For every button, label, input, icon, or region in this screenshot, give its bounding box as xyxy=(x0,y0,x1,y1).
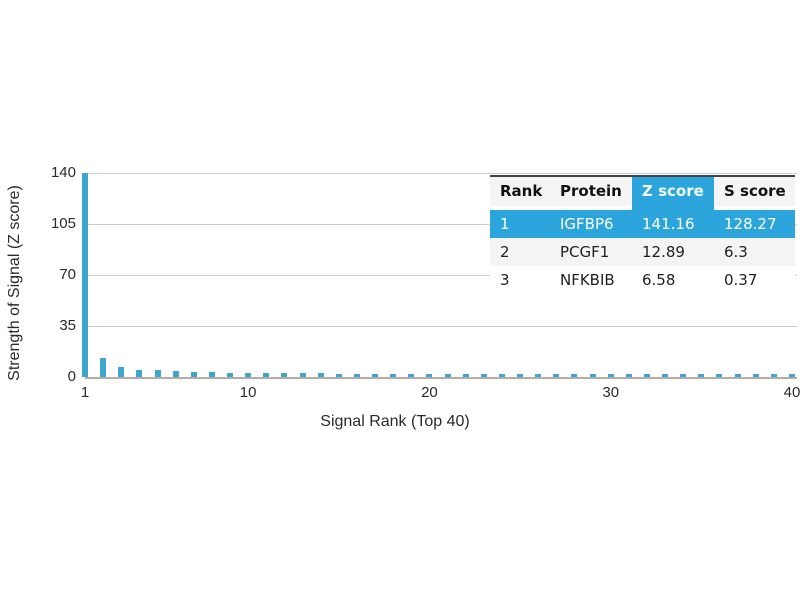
bar-rank-7 xyxy=(190,372,197,377)
bar-rank-13 xyxy=(299,373,306,377)
x-tick-label-10: 10 xyxy=(239,384,257,401)
y-tick-label-105: 105 xyxy=(50,215,76,232)
cell-rank-row-2: 2 xyxy=(500,243,510,261)
bar-rank-10 xyxy=(245,373,252,377)
bar-rank-36 xyxy=(716,374,723,377)
y-tick-label-0: 0 xyxy=(67,368,76,385)
bar-rank-18 xyxy=(390,374,397,377)
bar-rank-19 xyxy=(408,374,415,377)
y-tick-label-35: 35 xyxy=(59,317,76,334)
bar-rank-28 xyxy=(571,374,578,377)
bar-rank-31 xyxy=(625,374,632,377)
bar-rank-3 xyxy=(118,367,125,377)
bar-rank-39 xyxy=(770,374,777,377)
bar-rank-22 xyxy=(462,374,469,377)
bar-rank-24 xyxy=(498,374,505,377)
cell-s-score-row-2: 6.3 xyxy=(724,243,748,261)
cell-s-score-row-1: 128.27 xyxy=(724,215,777,233)
cell-z-score-row-2: 12.89 xyxy=(642,243,685,261)
bar-rank-29 xyxy=(589,374,596,377)
cell-protein-row-1: IGFBP6 xyxy=(560,215,614,233)
bar-rank-23 xyxy=(480,374,487,377)
bar-rank-34 xyxy=(680,374,687,377)
bar-rank-17 xyxy=(372,374,379,377)
bar-rank-8 xyxy=(208,372,215,377)
bar-rank-27 xyxy=(553,374,560,377)
bar-rank-40 xyxy=(789,374,795,377)
bar-rank-11 xyxy=(263,373,270,377)
x-tick-label-30: 30 xyxy=(602,384,620,401)
bar-rank-32 xyxy=(643,374,650,377)
bar-rank-26 xyxy=(535,374,542,377)
x-axis-line xyxy=(85,377,797,379)
y-gridline-105 xyxy=(85,224,797,225)
bar-rank-33 xyxy=(662,374,669,377)
cell-rank-row-1: 1 xyxy=(500,215,510,233)
bar-rank-6 xyxy=(172,371,179,377)
table-row-2: 2 PCGF1 12.89 6.3 xyxy=(490,238,795,266)
x-tick-label-40: 40 xyxy=(783,384,800,401)
cell-protein-row-2: PCGF1 xyxy=(560,243,610,261)
y-gridline-70 xyxy=(85,275,797,276)
bar-rank-37 xyxy=(734,374,741,377)
table-header-s-score: S score xyxy=(724,182,786,200)
bar-rank-38 xyxy=(752,374,759,377)
y-gridline-35 xyxy=(85,326,797,327)
bar-rank-9 xyxy=(227,373,234,377)
y-tick-label-140: 140 xyxy=(50,164,76,181)
table-row-3: 3 NFKBIB 6.58 0.37 xyxy=(490,266,795,294)
cell-protein-row-3: NFKBIB xyxy=(560,271,615,289)
table-header-zscore: Z score xyxy=(632,177,714,210)
bar-rank-2 xyxy=(100,358,107,377)
bar-rank-20 xyxy=(426,374,433,377)
y-tick-label-70: 70 xyxy=(59,266,76,283)
bar-rank-35 xyxy=(698,374,705,377)
table-header-protein: Protein xyxy=(560,182,622,200)
x-axis-title: Signal Rank (Top 40) xyxy=(320,413,470,430)
table-header-rank: Rank xyxy=(500,182,543,200)
y-gridline-140 xyxy=(85,173,797,174)
cell-z-score-row-3: 6.58 xyxy=(642,271,676,289)
cell-s-score-row-3: 0.37 xyxy=(724,271,758,289)
bar-rank-1 xyxy=(82,173,88,377)
cell-rank-row-3: 3 xyxy=(500,271,510,289)
bar-rank-4 xyxy=(136,370,143,377)
bar-rank-16 xyxy=(353,374,360,377)
bar-rank-21 xyxy=(444,374,451,377)
bar-rank-5 xyxy=(154,370,161,377)
cell-z-score-row-1: 141.16 xyxy=(642,215,695,233)
bar-rank-14 xyxy=(317,373,324,377)
bar-rank-15 xyxy=(335,374,342,377)
x-tick-label-20: 20 xyxy=(421,384,438,401)
bar-rank-25 xyxy=(517,374,524,377)
bar-rank-30 xyxy=(607,374,614,377)
bar-rank-12 xyxy=(281,373,288,377)
x-tick-label-1: 1 xyxy=(80,384,90,401)
protein-ranking-table: Rank Protein S score Z score 1 IGFBP6 141.16… xyxy=(490,175,795,294)
table-row-1: 1 IGFBP6 141.16 128.27 xyxy=(490,210,795,238)
table-top-border xyxy=(490,175,795,177)
